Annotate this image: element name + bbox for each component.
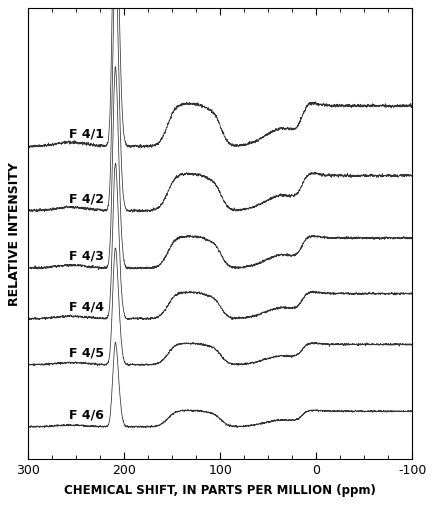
Text: F 4/5: F 4/5 [69,346,103,359]
Text: F 4/4: F 4/4 [69,300,103,313]
Text: F 4/3: F 4/3 [69,249,103,263]
Text: F 4/1: F 4/1 [69,128,103,141]
Y-axis label: RELATIVE INTENSITY: RELATIVE INTENSITY [8,162,21,306]
X-axis label: CHEMICAL SHIFT, IN PARTS PER MILLION (ppm): CHEMICAL SHIFT, IN PARTS PER MILLION (pp… [64,484,375,496]
Text: F 4/2: F 4/2 [69,192,103,205]
Text: F 4/6: F 4/6 [69,408,103,421]
